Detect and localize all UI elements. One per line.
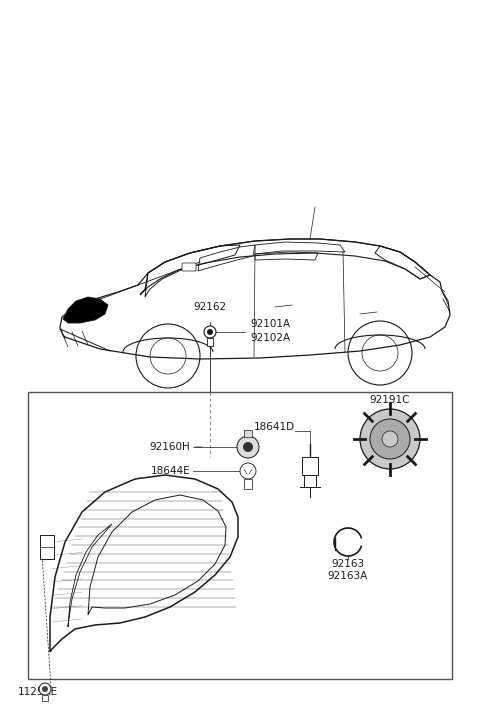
Text: 92162: 92162	[193, 302, 227, 312]
Bar	[244, 479, 252, 489]
Circle shape	[243, 442, 253, 452]
Bar	[40, 535, 54, 559]
Bar	[302, 457, 318, 475]
Circle shape	[360, 409, 420, 469]
Text: 92102A: 92102A	[250, 333, 290, 343]
Text: 18641D: 18641D	[254, 422, 295, 432]
Polygon shape	[63, 297, 108, 323]
FancyBboxPatch shape	[182, 263, 196, 271]
Circle shape	[240, 463, 256, 479]
Circle shape	[42, 686, 48, 692]
Circle shape	[382, 431, 398, 447]
Text: 92163: 92163	[331, 559, 365, 569]
Bar	[207, 338, 213, 346]
Text: 1125AE: 1125AE	[18, 687, 58, 697]
Text: 18644E: 18644E	[150, 466, 190, 476]
Text: 92163A: 92163A	[328, 571, 368, 581]
Circle shape	[39, 683, 51, 695]
Circle shape	[237, 436, 259, 458]
Circle shape	[207, 329, 213, 335]
Text: 92160H: 92160H	[149, 442, 190, 452]
Text: 92191C: 92191C	[370, 395, 410, 405]
Bar	[42, 695, 48, 701]
Bar	[244, 430, 252, 437]
Circle shape	[204, 326, 216, 338]
Circle shape	[370, 419, 410, 459]
Bar	[28, 392, 452, 679]
Text: 92101A: 92101A	[250, 319, 290, 329]
